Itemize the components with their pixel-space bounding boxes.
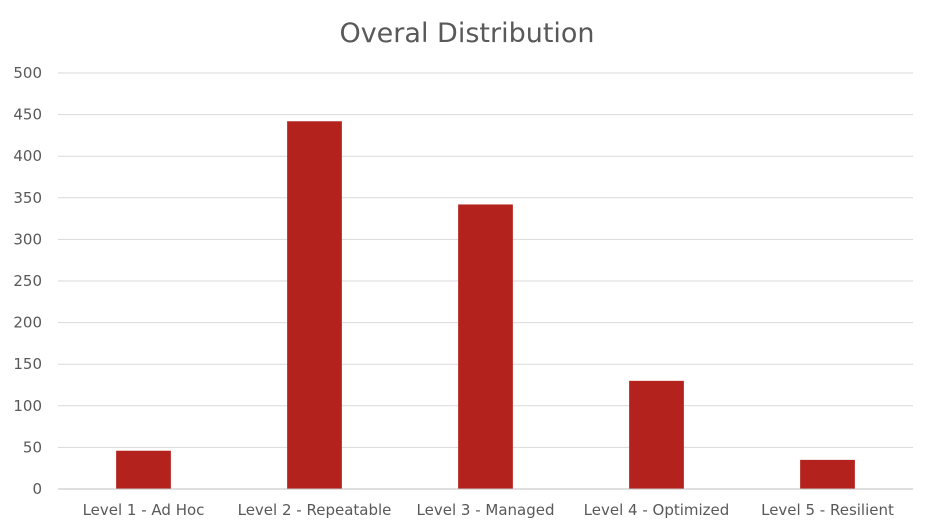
y-tick-label: 300 [13,230,42,248]
y-tick-label: 200 [13,314,42,332]
x-category-label: Level 1 - Ad Hoc [83,501,205,519]
y-tick-label: 50 [23,438,42,456]
y-tick-label: 500 [13,64,42,82]
bar [629,380,684,489]
x-axis-labels: Level 1 - Ad Hoc Level 2 - Repeatable Leve… [83,501,894,519]
y-tick-label: 100 [13,397,42,415]
bar [800,459,855,489]
chart-title: Overal Distribution [339,18,594,49]
x-category-label: Level 3 - Managed [417,501,555,519]
bar [116,450,171,489]
bar [458,204,513,489]
x-category-label: Level 2 - Repeatable [238,501,392,519]
bar [287,121,342,490]
y-tick-label: 400 [13,147,42,165]
y-tick-label: 450 [13,106,42,124]
bars [116,121,855,490]
y-tick-label: 350 [13,189,42,207]
x-category-label: Level 5 - Resilient [761,501,894,519]
y-tick-label: 250 [13,272,42,290]
y-axis-ticks: 0 50 100 150 200 250 300 350 400 450 500 [13,64,42,498]
x-category-label: Level 4 - Optimized [584,501,730,519]
y-tick-label: 150 [13,355,42,373]
y-tick-label: 0 [32,480,42,498]
